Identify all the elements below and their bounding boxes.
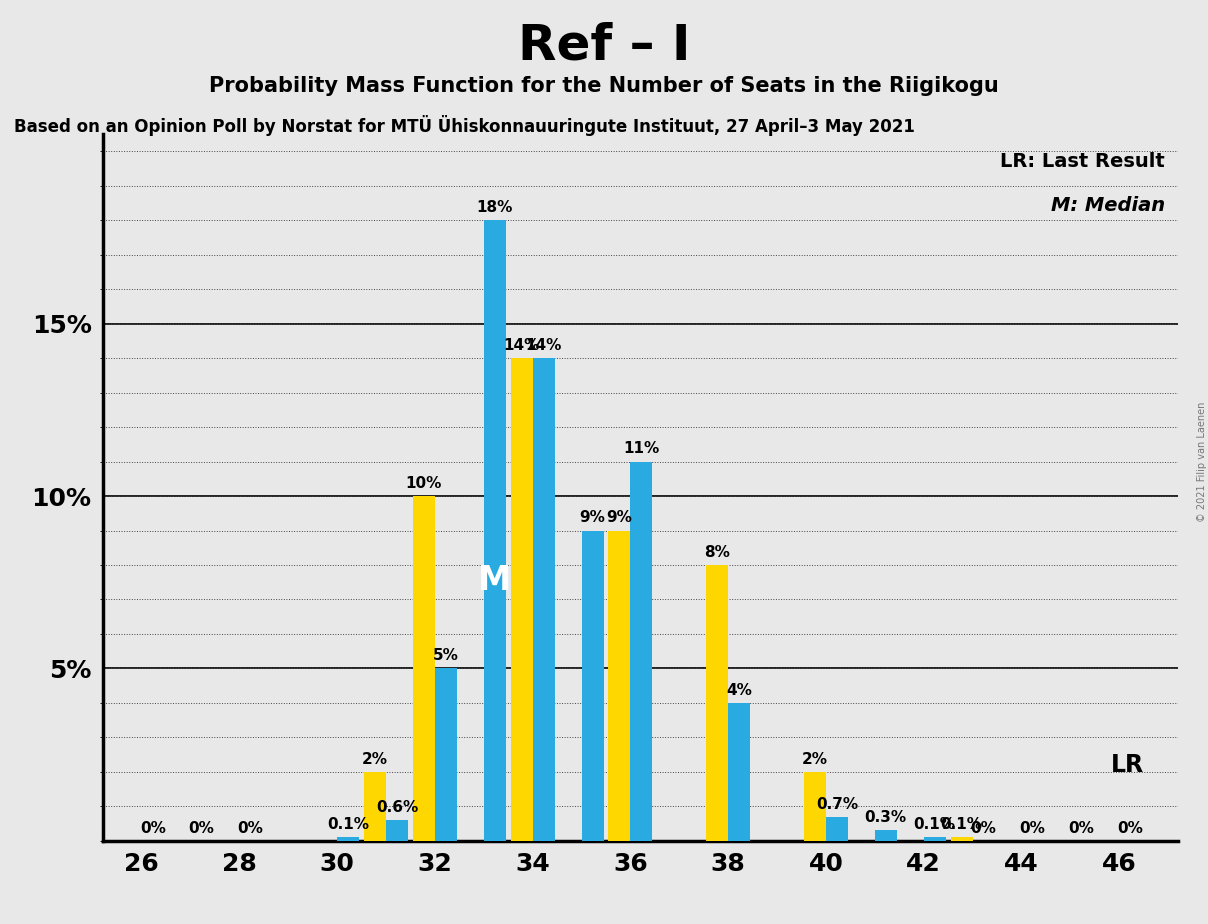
Text: © 2021 Filip van Laenen: © 2021 Filip van Laenen (1197, 402, 1207, 522)
Bar (609, 530, 631, 841)
Text: 0%: 0% (1068, 821, 1094, 835)
Text: 11%: 11% (623, 442, 660, 456)
Text: 8%: 8% (704, 545, 730, 560)
Text: 0.6%: 0.6% (376, 800, 418, 815)
Bar (728, 703, 750, 841)
Text: 2%: 2% (802, 752, 827, 767)
Bar (533, 359, 554, 841)
Bar (951, 837, 972, 841)
Text: 14%: 14% (504, 338, 540, 353)
Text: 0.3%: 0.3% (865, 810, 907, 825)
Text: 0.7%: 0.7% (815, 796, 858, 811)
Text: 0%: 0% (188, 821, 215, 835)
Text: Probability Mass Function for the Number of Seats in the Riigikogu: Probability Mass Function for the Number… (209, 76, 999, 96)
Text: 10%: 10% (406, 476, 442, 491)
Bar (631, 462, 652, 841)
Bar (707, 565, 728, 841)
Bar (337, 837, 359, 841)
Text: 18%: 18% (477, 200, 513, 215)
Text: 2%: 2% (362, 752, 388, 767)
Text: 0.1%: 0.1% (941, 817, 982, 833)
Text: 9%: 9% (606, 510, 633, 526)
Bar (413, 496, 435, 841)
Bar (826, 817, 848, 841)
Bar (581, 530, 604, 841)
Text: 5%: 5% (432, 649, 459, 663)
Text: 0%: 0% (1117, 821, 1143, 835)
Text: 0.1%: 0.1% (327, 817, 370, 833)
Bar (435, 668, 457, 841)
Text: Ref – I: Ref – I (518, 21, 690, 69)
Text: 9%: 9% (580, 510, 605, 526)
Text: 0%: 0% (1020, 821, 1045, 835)
Text: LR: LR (1110, 753, 1144, 777)
Text: 0%: 0% (238, 821, 263, 835)
Text: LR: Last Result: LR: Last Result (1000, 152, 1165, 171)
Bar (511, 359, 533, 841)
Text: Based on an Opinion Poll by Norstat for MTÜ Ühiskonnauuringute Instituut, 27 Apr: Based on an Opinion Poll by Norstat for … (14, 116, 916, 137)
Bar (387, 821, 408, 841)
Text: 0%: 0% (140, 821, 165, 835)
Text: M: Median: M: Median (1051, 196, 1165, 215)
Text: 0%: 0% (970, 821, 997, 835)
Bar (924, 837, 946, 841)
Bar (875, 831, 896, 841)
Text: 14%: 14% (525, 338, 562, 353)
Bar (484, 220, 506, 841)
Bar (364, 772, 387, 841)
Text: 4%: 4% (726, 683, 753, 698)
Text: 0.1%: 0.1% (913, 817, 956, 833)
Bar (805, 772, 826, 841)
Text: M: M (478, 564, 511, 597)
